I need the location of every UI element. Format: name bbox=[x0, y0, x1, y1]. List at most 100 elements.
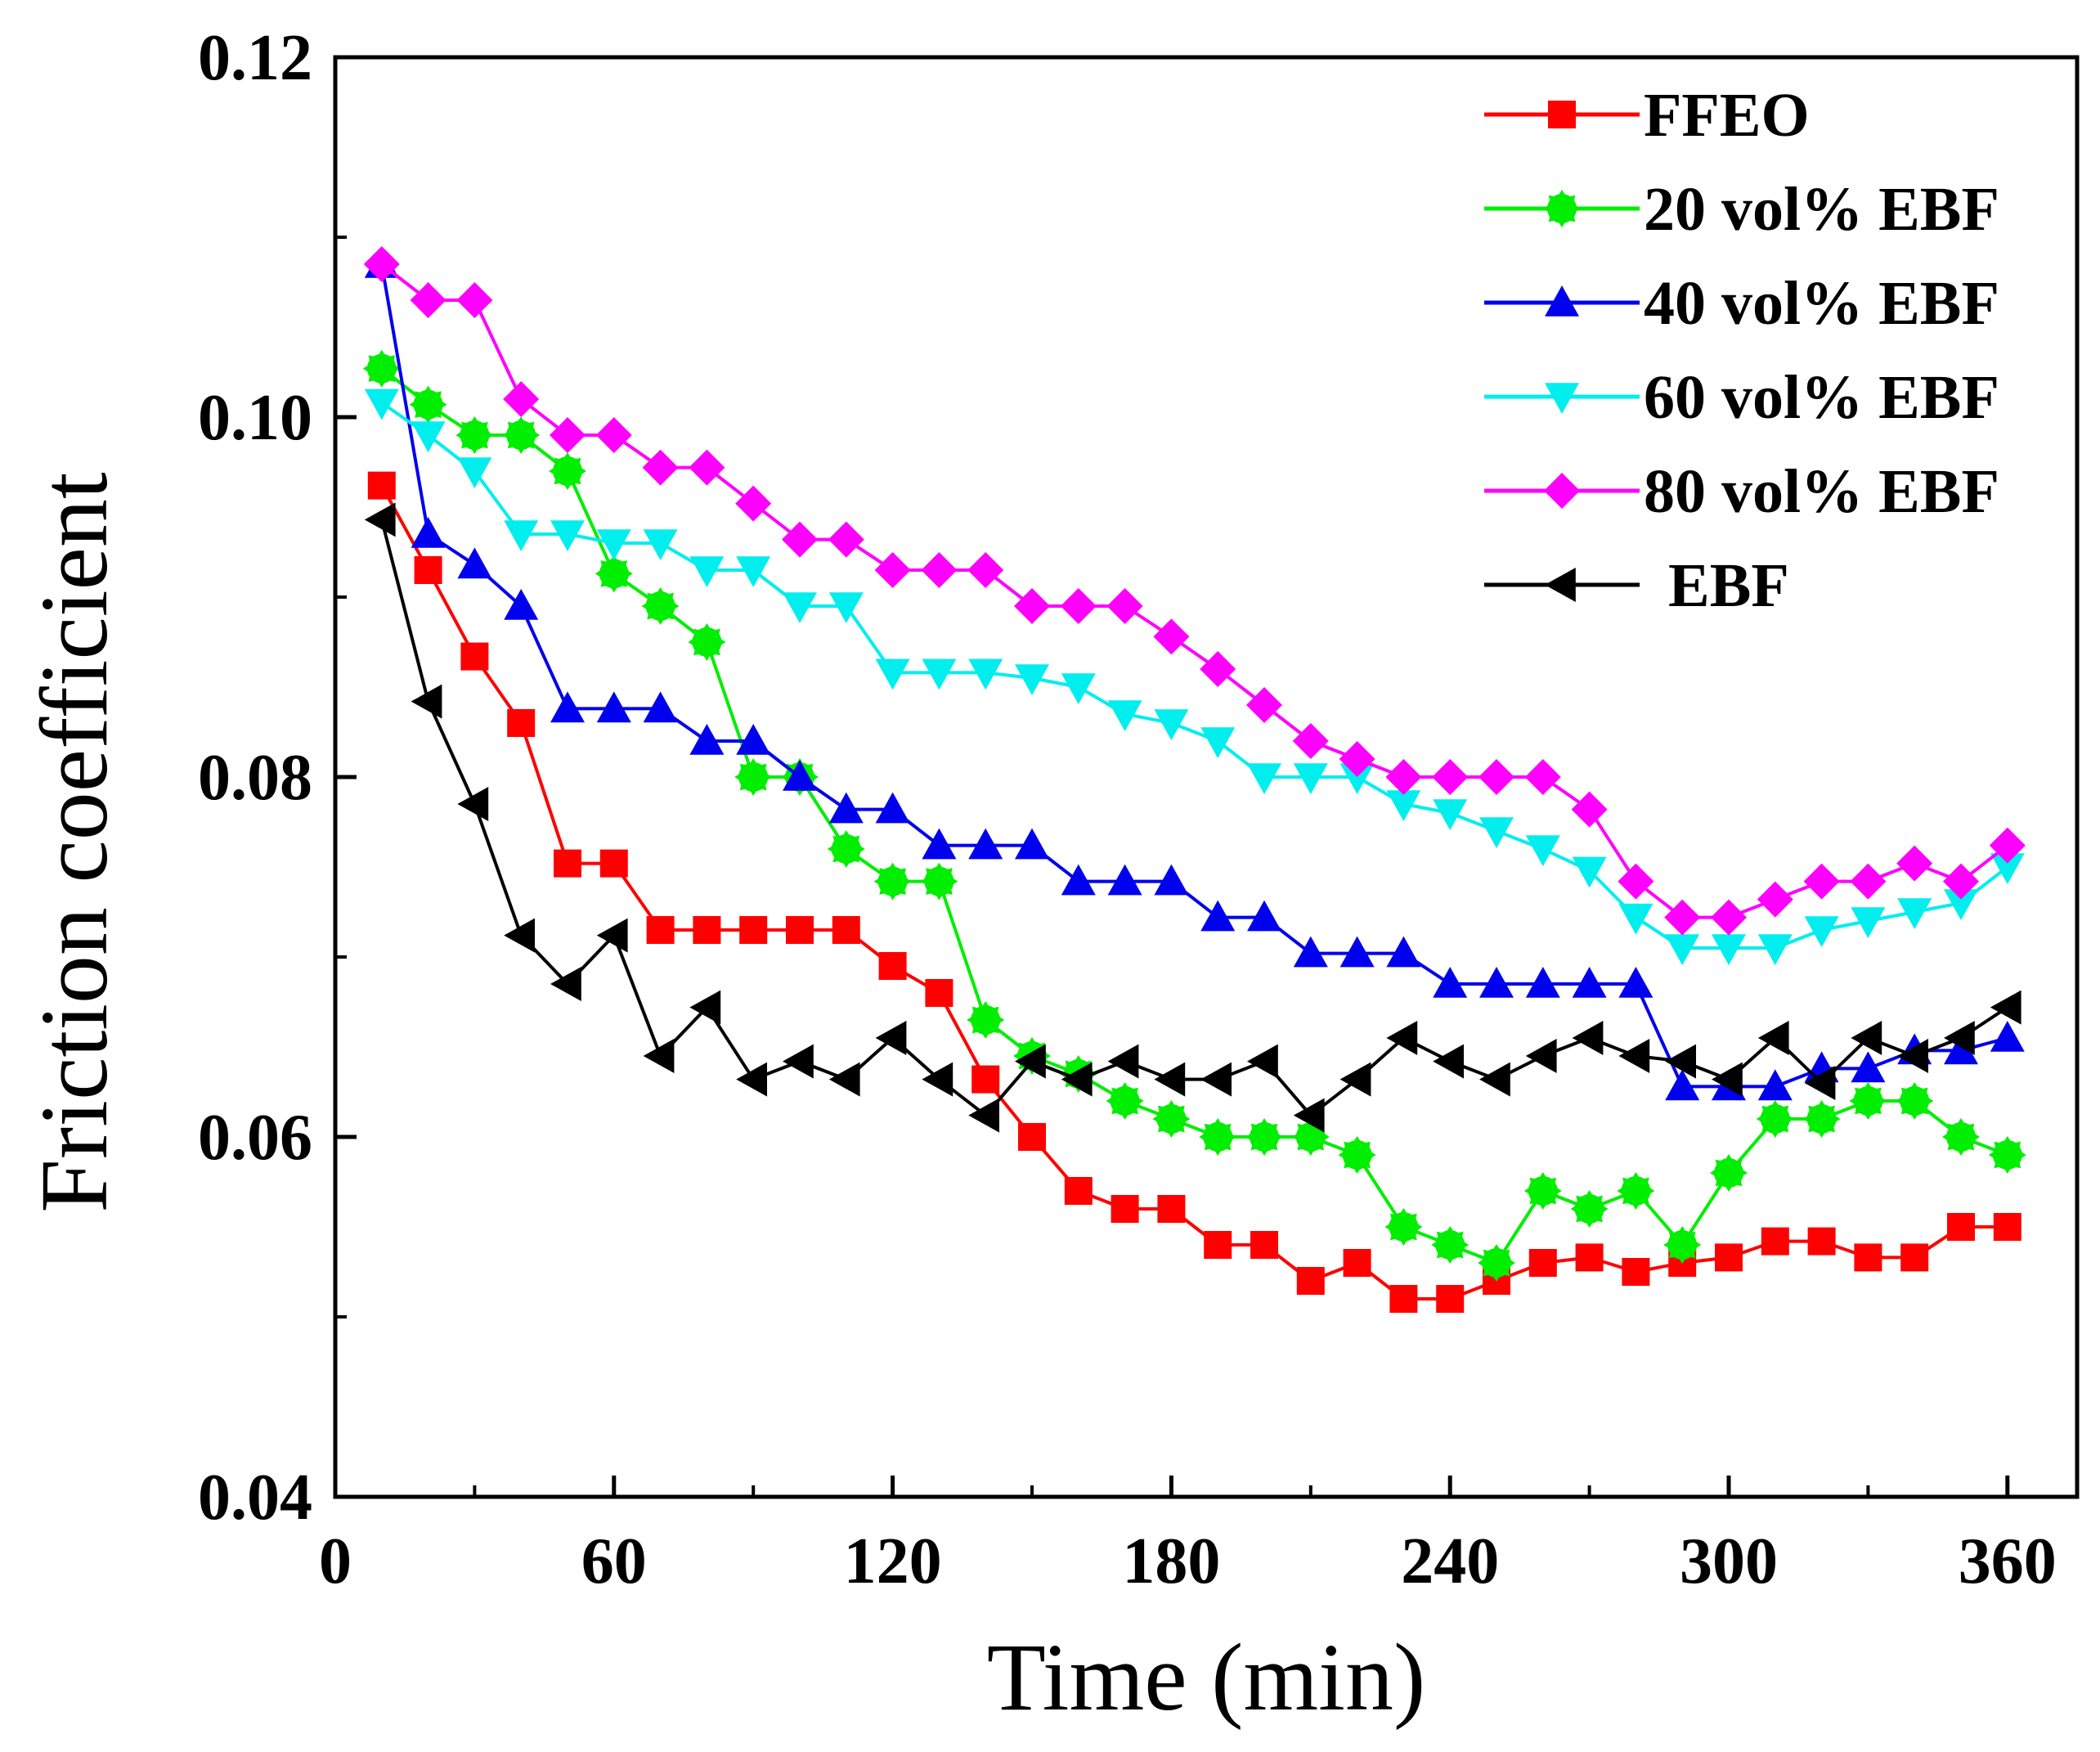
data-point bbox=[1897, 898, 1932, 929]
data-point bbox=[414, 556, 442, 584]
data-point bbox=[1250, 1231, 1278, 1259]
data-point bbox=[1664, 899, 1701, 936]
data-point bbox=[1571, 791, 1608, 828]
data-point bbox=[1293, 763, 1328, 794]
data-point bbox=[457, 547, 492, 579]
data-point bbox=[1988, 1136, 2026, 1174]
data-point bbox=[410, 282, 446, 318]
data-point bbox=[1154, 709, 1189, 740]
data-point bbox=[457, 787, 489, 821]
data-point bbox=[1807, 1227, 1836, 1256]
data-point bbox=[1851, 1051, 1886, 1083]
x-axis-title: Time (min) bbox=[987, 1624, 1426, 1731]
data-point bbox=[689, 556, 725, 587]
series-1 bbox=[362, 349, 2026, 1282]
data-point bbox=[1663, 1226, 1702, 1264]
data-point bbox=[828, 592, 864, 623]
data-point bbox=[1525, 835, 1560, 866]
data-point bbox=[828, 521, 864, 558]
data-point bbox=[643, 691, 678, 723]
data-point bbox=[922, 658, 957, 690]
data-point bbox=[411, 517, 446, 548]
data-point bbox=[1478, 1244, 1515, 1282]
data-point bbox=[1618, 863, 1654, 900]
data-point bbox=[689, 449, 725, 486]
data-point bbox=[1757, 934, 1793, 965]
data-point bbox=[1757, 1021, 1789, 1055]
legend-marker bbox=[1548, 101, 1576, 128]
data-point bbox=[689, 990, 721, 1025]
data-point bbox=[1896, 1082, 1934, 1120]
data-point bbox=[1292, 723, 1329, 759]
data-point bbox=[689, 724, 725, 755]
data-point bbox=[1712, 934, 1746, 965]
data-point bbox=[968, 828, 1003, 860]
data-point bbox=[507, 709, 536, 737]
data-point bbox=[1061, 864, 1096, 896]
data-point bbox=[782, 521, 818, 558]
data-point bbox=[1572, 856, 1607, 888]
data-point bbox=[786, 916, 814, 944]
data-point bbox=[1433, 799, 1468, 830]
data-point bbox=[1943, 863, 1979, 900]
data-point bbox=[832, 916, 860, 944]
legend-marker bbox=[1545, 383, 1579, 414]
data-point bbox=[1990, 990, 2021, 1025]
data-point bbox=[1851, 907, 1886, 938]
data-point bbox=[503, 381, 540, 417]
data-point bbox=[1200, 727, 1236, 758]
data-point bbox=[1015, 664, 1049, 695]
data-point bbox=[922, 828, 957, 860]
data-point bbox=[827, 830, 865, 868]
x-tick-label: 240 bbox=[1401, 1525, 1499, 1597]
legend-marker bbox=[1543, 190, 1581, 227]
x-tick-label: 0 bbox=[319, 1525, 352, 1597]
data-point bbox=[1015, 1044, 1046, 1079]
data-point bbox=[1339, 763, 1375, 794]
data-point bbox=[1523, 1172, 1562, 1210]
data-point bbox=[1433, 967, 1468, 998]
data-point bbox=[1525, 1039, 1557, 1073]
data-point bbox=[921, 552, 958, 588]
data-point bbox=[1942, 1118, 1980, 1156]
data-point bbox=[1944, 889, 1978, 920]
data-point bbox=[550, 691, 585, 723]
data-point bbox=[596, 691, 631, 723]
data-point bbox=[1015, 828, 1049, 860]
data-point bbox=[1710, 1154, 1748, 1192]
x-tick-label: 60 bbox=[581, 1525, 647, 1597]
data-point bbox=[646, 916, 675, 944]
data-point bbox=[1293, 936, 1328, 968]
data-point bbox=[783, 1044, 814, 1079]
data-point bbox=[1199, 1118, 1237, 1156]
data-point bbox=[364, 502, 396, 537]
data-point bbox=[967, 1001, 1005, 1039]
data-point bbox=[643, 1039, 675, 1073]
data-point bbox=[1107, 864, 1142, 896]
data-point bbox=[828, 792, 864, 824]
legend-label: EBF bbox=[1668, 551, 1789, 620]
data-point bbox=[1618, 967, 1654, 998]
data-point bbox=[920, 862, 958, 901]
data-point bbox=[736, 556, 771, 587]
data-point bbox=[595, 417, 632, 453]
data-point bbox=[1618, 1039, 1650, 1073]
data-point bbox=[1204, 1231, 1232, 1259]
data-point bbox=[967, 552, 1004, 588]
series-2 bbox=[364, 247, 2025, 1101]
x-axis: 0 60 120 180 240 300 360 bbox=[319, 1476, 2057, 1597]
legend-marker bbox=[1544, 473, 1580, 509]
data-point bbox=[1575, 1243, 1604, 1272]
data-point bbox=[1384, 1208, 1423, 1246]
data-point bbox=[739, 916, 768, 944]
legend-item: FFEO bbox=[1484, 81, 1810, 150]
data-point bbox=[1153, 618, 1190, 655]
data-point bbox=[1712, 1062, 1743, 1097]
data-point bbox=[363, 246, 400, 282]
data-point bbox=[922, 1062, 954, 1097]
data-point bbox=[1107, 1044, 1139, 1079]
data-point bbox=[971, 1065, 1000, 1094]
x-tick-label: 120 bbox=[844, 1525, 942, 1597]
data-point bbox=[736, 1062, 767, 1097]
data-point bbox=[1803, 863, 1840, 900]
